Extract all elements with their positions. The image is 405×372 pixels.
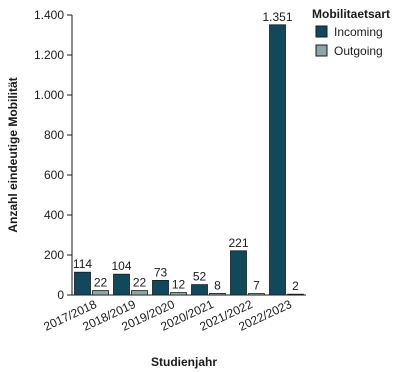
y-tick-label: 0	[57, 288, 64, 302]
legend-item-outgoing: Outgoing	[315, 44, 383, 58]
data-label-incoming: 52	[193, 270, 207, 284]
legend: Mobilitaetsart Incoming Outgoing	[312, 7, 390, 58]
y-tick-label: 200	[44, 248, 64, 262]
y-tick-label: 400	[44, 208, 64, 222]
data-label-incoming: 221	[228, 236, 248, 250]
data-label-outgoing: 2	[292, 279, 299, 293]
legend-swatch-outgoing	[315, 44, 328, 57]
bar-outgoing-2020-2021	[209, 292, 226, 296]
bar-outgoing-2019-2020	[170, 292, 187, 296]
bar-outgoing-2018-2019	[131, 290, 148, 296]
y-tick-label: 800	[44, 128, 64, 142]
data-label-outgoing: 22	[94, 276, 108, 290]
data-label-incoming: 1.351	[262, 10, 292, 24]
x-axis: 2017/20182018/20192019/20202020/20212021…	[41, 294, 306, 334]
data-label-incoming: 104	[111, 259, 131, 273]
data-label-outgoing: 22	[133, 276, 147, 290]
bar-incoming-2021-2022	[230, 250, 247, 296]
x-axis-title: Studienjahr	[151, 355, 217, 369]
bar-incoming-2020-2021	[191, 284, 208, 296]
bar-outgoing-2017-2018	[92, 290, 109, 296]
bar-incoming-2022-2023	[269, 24, 286, 296]
y-axis: 0 200 400 600 800 1.000 1.200 1.400	[34, 8, 73, 302]
bar-incoming-2019-2020	[152, 279, 169, 296]
data-label-incoming: 73	[154, 265, 168, 279]
bars	[74, 24, 304, 296]
y-axis-title: Anzahl eindeutige Mobilität	[6, 77, 20, 232]
bar-outgoing-2021-2022	[248, 293, 265, 296]
y-tick-label: 1.200	[34, 48, 64, 62]
legend-swatch-incoming	[315, 25, 328, 38]
data-label-outgoing: 8	[214, 278, 221, 292]
data-label-outgoing: 12	[172, 278, 186, 292]
y-tick-label: 1.000	[34, 88, 64, 102]
legend-label-incoming: Incoming	[334, 25, 383, 39]
bar-incoming-2017-2018	[74, 271, 91, 296]
data-label-incoming: 114	[73, 257, 92, 271]
data-label-outgoing: 7	[253, 279, 260, 293]
legend-item-incoming: Incoming	[315, 25, 383, 39]
y-tick-label: 600	[44, 168, 64, 182]
bar-outgoing-2022-2023	[287, 293, 304, 296]
bar-incoming-2018-2019	[113, 273, 130, 296]
legend-label-outgoing: Outgoing	[334, 44, 383, 58]
y-tick-label: 1.400	[34, 8, 64, 22]
legend-title: Mobilitaetsart	[312, 7, 390, 21]
